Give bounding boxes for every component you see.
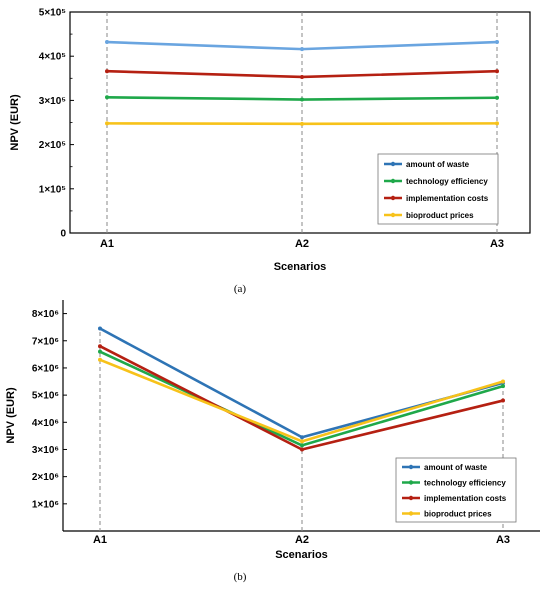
y-tick-label: 4×10⁵	[39, 52, 67, 63]
data-point	[501, 384, 505, 388]
data-point	[300, 443, 304, 447]
chart-a: 0 1×10⁵ 2×10⁵ 3×10⁵ 4×10⁵ 5×10⁵ A1 A2 A3 NPV (EUR…	[0, 0, 550, 300]
y-tick-label: 5×10⁶	[32, 391, 59, 402]
legend-swatch-marker	[391, 196, 395, 200]
data-point	[105, 95, 109, 99]
legend-label: bioproduct prices	[406, 211, 474, 220]
y-tick-label: 1×10⁶	[32, 499, 59, 510]
x-axis-title: Scenarios	[274, 261, 327, 273]
y-tick-label: 3×10⁶	[32, 445, 59, 456]
x-tick-label: A3	[496, 534, 510, 546]
legend-swatch-marker	[409, 480, 413, 484]
series-line-3	[100, 360, 503, 442]
data-point	[105, 121, 109, 125]
data-point	[495, 121, 499, 125]
legend-label: amount of waste	[406, 160, 470, 169]
data-point	[98, 344, 102, 348]
legend-label: technology efficiency	[406, 177, 488, 186]
x-axis-title: Scenarios	[275, 549, 328, 561]
data-point	[501, 399, 505, 403]
figure-caption: (b)	[234, 571, 247, 583]
legend-label: technology efficiency	[424, 479, 506, 488]
y-tick-label: 0	[60, 229, 66, 240]
data-point	[300, 98, 304, 102]
y-tick-label: 6×10⁶	[32, 363, 59, 374]
y-tick-label: 5×10⁵	[39, 8, 67, 19]
data-point	[105, 40, 109, 44]
x-tick-label: A1	[93, 534, 107, 546]
x-tick-label: A2	[295, 534, 309, 546]
y-axis-title: NPV (EUR)	[5, 387, 17, 444]
data-point	[495, 69, 499, 73]
legend-swatch-marker	[391, 213, 395, 217]
legend-swatch-marker	[409, 496, 413, 500]
data-point	[105, 69, 109, 73]
legend-swatch-marker	[391, 162, 395, 166]
legend-label: amount of waste	[424, 463, 488, 472]
chart-b-svg: 1×10⁶ 2×10⁶ 3×10⁶ 4×10⁶ 5×10⁶ 6×10⁶ 7×10⁶ 8×10⁶…	[0, 296, 550, 587]
data-point	[98, 327, 102, 331]
data-point	[300, 75, 304, 79]
y-tick-label: 1×10⁵	[39, 184, 67, 195]
data-point	[300, 122, 304, 126]
data-point	[300, 435, 304, 439]
chart-b: 1×10⁶ 2×10⁶ 3×10⁶ 4×10⁶ 5×10⁶ 6×10⁶ 7×10⁶ 8×10⁶…	[0, 296, 550, 587]
x-tick-label: A1	[100, 238, 114, 250]
y-tick-label: 3×10⁵	[39, 96, 67, 107]
legend-label: implementation costs	[406, 194, 489, 203]
data-point	[300, 47, 304, 51]
legend-label: bioproduct prices	[424, 510, 492, 519]
y-axis-title: NPV (EUR)	[9, 94, 21, 151]
data-point	[98, 358, 102, 362]
y-tick-label: 2×10⁵	[39, 140, 67, 151]
data-point	[300, 447, 304, 451]
y-tick-label: 2×10⁶	[32, 472, 59, 483]
data-point	[495, 40, 499, 44]
data-point	[300, 439, 304, 443]
x-tick-label: A3	[490, 238, 504, 250]
y-tick-label: 4×10⁶	[32, 418, 59, 429]
data-point	[98, 350, 102, 354]
legend-swatch-marker	[409, 511, 413, 515]
figure-caption: (a)	[234, 283, 247, 295]
y-tick-label: 7×10⁶	[32, 336, 59, 347]
legend-swatch-marker	[409, 465, 413, 469]
x-tick-label: A2	[295, 238, 309, 250]
chart-a-svg: 0 1×10⁵ 2×10⁵ 3×10⁵ 4×10⁵ 5×10⁵ A1 A2 A3 NPV (EUR…	[0, 0, 550, 300]
legend-swatch-marker	[391, 179, 395, 183]
data-point	[495, 96, 499, 100]
legend-label: implementation costs	[424, 494, 507, 503]
data-point	[501, 380, 505, 384]
y-tick-label: 8×10⁶	[32, 309, 59, 320]
